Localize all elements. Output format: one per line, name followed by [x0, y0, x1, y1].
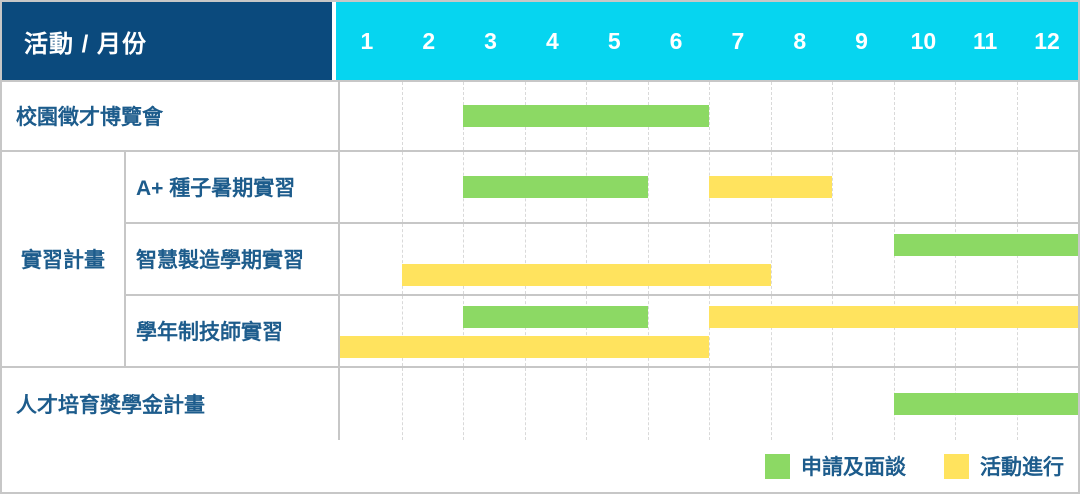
month-gridline — [955, 82, 956, 150]
month-gridline — [832, 82, 833, 150]
month-gridline — [709, 82, 710, 150]
month-gridline — [1016, 82, 1018, 150]
legend-label: 活動進行 — [980, 456, 1064, 479]
gantt-body: 校園徵才博覽會 實習計畫 A+ 種子暑期實習 智慧製造學期實習 學年制技師實習 人才培育獎… — [2, 82, 1078, 440]
chart-row — [340, 224, 1078, 296]
row-label: 人才培育獎學金計畫 — [2, 368, 340, 440]
chart-row — [340, 82, 1078, 152]
row-label: 智慧製造學期實習 — [126, 224, 340, 296]
gantt-bar-yellow — [709, 306, 1078, 328]
header-row: 活動 / 月份 1 2 3 4 5 6 7 8 9 10 11 12 — [2, 2, 1078, 82]
gantt-bar-yellow — [340, 336, 709, 358]
month-label: 8 — [793, 27, 807, 54]
row-label: A+ 種子暑期實習 — [126, 152, 340, 224]
gantt-bar-green — [893, 234, 1078, 256]
chart-row — [340, 152, 1078, 224]
month-gridline — [586, 368, 587, 440]
month-gridline — [401, 368, 403, 440]
legend-item-apply: 申請及面談 — [765, 451, 906, 481]
month-label: 2 — [422, 27, 436, 54]
gantt-bar-yellow — [401, 264, 771, 286]
month-gridline — [709, 368, 710, 440]
month-label: 10 — [910, 27, 937, 54]
legend: 申請及面談 活動進行 — [2, 440, 1078, 492]
legend-swatch-green — [765, 453, 790, 479]
month-header: 1 2 3 4 5 6 7 8 9 10 11 12 — [336, 2, 1078, 80]
chart-row — [340, 368, 1078, 440]
gantt-bar-green — [893, 393, 1078, 415]
gantt-bar-yellow — [709, 176, 832, 198]
month-gridline — [401, 152, 403, 222]
month-gridline — [770, 82, 772, 150]
month-label: 7 — [731, 27, 745, 54]
month-label: 11 — [973, 27, 998, 54]
month-gridline — [770, 368, 772, 440]
month-label: 12 — [1034, 27, 1060, 54]
month-label: 1 — [360, 27, 374, 54]
month-gridline — [647, 368, 649, 440]
month-gridline — [770, 224, 772, 294]
legend-swatch-yellow — [944, 453, 969, 479]
month-label: 9 — [855, 27, 868, 54]
month-label: 3 — [484, 27, 497, 54]
row-label: 學年制技師實習 — [126, 296, 340, 368]
month-gridline — [832, 224, 833, 294]
month-label: 4 — [546, 27, 559, 54]
legend-label: 申請及面談 — [801, 456, 906, 479]
month-gridline — [893, 152, 895, 222]
month-gridline — [955, 152, 956, 222]
month-gridline — [647, 152, 649, 222]
month-label: 5 — [607, 27, 621, 54]
header-corner-label: 活動 / 月份 — [2, 2, 336, 80]
row-group-label: 實習計畫 — [2, 152, 126, 368]
month-gridline — [893, 82, 895, 150]
month-gridline — [832, 152, 833, 222]
gantt-bar-green — [463, 176, 648, 198]
month-gridline — [524, 368, 526, 440]
month-label: 6 — [669, 27, 683, 54]
legend-item-ongoing: 活動進行 — [944, 451, 1064, 481]
month-gridline — [401, 82, 403, 150]
chart-row — [340, 296, 1078, 368]
gantt-bar-green — [463, 105, 709, 127]
month-gridline — [463, 368, 464, 440]
month-gridline — [832, 368, 833, 440]
gantt-bar-green — [463, 306, 648, 328]
row-label: 校園徵才博覽會 — [2, 82, 340, 152]
month-gridline — [1016, 152, 1018, 222]
